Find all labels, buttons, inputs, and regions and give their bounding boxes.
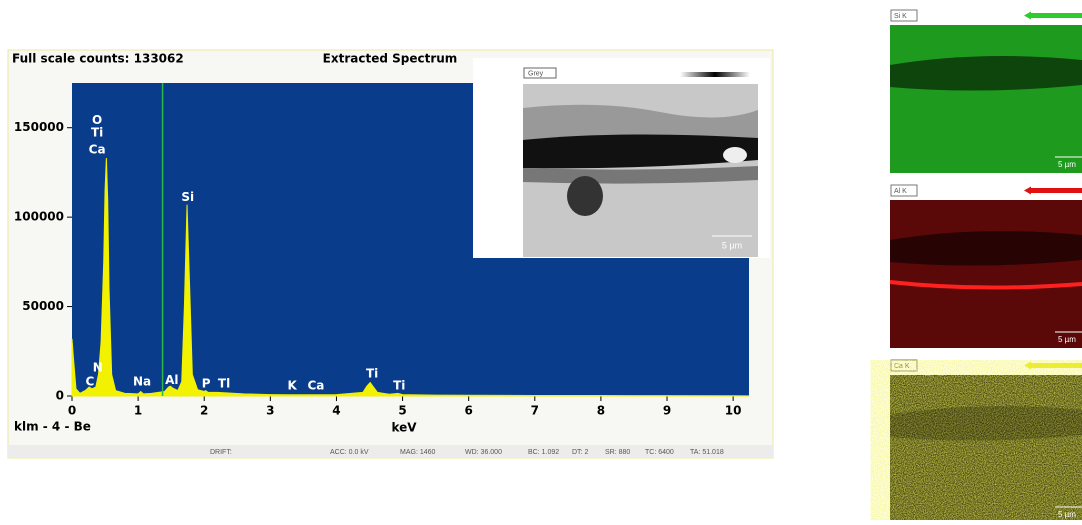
map-noise	[890, 375, 1082, 520]
peak-label: Al	[165, 373, 178, 387]
peak-label: Ca	[89, 142, 106, 156]
element-map: Si K 5 µm	[890, 10, 1082, 173]
y-tick-label: 100000	[14, 210, 64, 224]
footer-field: SR: 880	[605, 449, 630, 456]
footer-field: DT: 2	[572, 449, 588, 456]
footer-field: BC: 1.092	[528, 449, 559, 456]
chart-title: Extracted Spectrum	[323, 52, 458, 66]
detector-label: klm - 4 - Be	[14, 420, 91, 434]
peak-label: K	[288, 378, 298, 392]
peak-label: Ca	[308, 378, 325, 392]
map-scale: 5 µm	[1058, 160, 1076, 169]
peak-label: Ti	[366, 366, 378, 380]
x-tick-label: 9	[663, 404, 671, 418]
dark-band	[890, 406, 1082, 441]
footer-field: ACC: 0.0 kV	[330, 449, 369, 456]
gray-scale-bar	[680, 72, 750, 77]
screen: Full scale counts: 133062 Extracted Spec…	[0, 0, 1082, 520]
inset-label: Grey	[528, 70, 544, 77]
x-tick-label: 0	[68, 404, 76, 418]
footer-field: WD: 36.000	[465, 449, 502, 456]
peak-label: Tl	[218, 377, 230, 391]
x-tick-label: 6	[465, 404, 473, 418]
x-tick-label: 3	[266, 404, 274, 418]
dark-band	[890, 231, 1082, 266]
color-bar	[1030, 188, 1082, 193]
element-map: Al K 5 µm	[890, 185, 1082, 348]
particle	[723, 147, 747, 163]
map-scale: 5 µm	[1058, 335, 1076, 344]
color-bar-arrow	[1024, 12, 1031, 20]
element-map: Ca K 5 µm	[890, 360, 1082, 520]
x-tick-label: 4	[332, 404, 340, 418]
map-image	[890, 25, 1082, 173]
map-image	[890, 200, 1082, 348]
inset-scale: 5 µm	[722, 240, 742, 250]
map-label: Si K	[894, 13, 907, 20]
x-tick-label: 2	[200, 404, 208, 418]
peak-label: Ti	[393, 378, 405, 392]
map-label: Ca K	[894, 363, 910, 370]
footer-field: MAG: 1460	[400, 449, 436, 456]
color-bar-arrow	[1024, 187, 1031, 195]
x-tick-label: 1	[134, 404, 142, 418]
peak-label: N	[93, 360, 103, 374]
x-tick-label: 10	[725, 404, 742, 418]
footer-field: DRIFT:	[210, 449, 232, 456]
peak-label: C	[85, 374, 94, 388]
peak-label: Ti	[91, 126, 103, 140]
y-tick-label: 0	[56, 389, 64, 403]
color-bar	[1030, 13, 1082, 18]
x-tick-label: 7	[531, 404, 539, 418]
peak-label: P	[202, 377, 211, 391]
counts-label: Full scale counts: 133062	[12, 52, 184, 66]
footer-field: TA: 51.018	[690, 449, 724, 456]
pore	[567, 176, 603, 216]
x-axis-label: keV	[391, 421, 417, 435]
peak-label: Na	[133, 374, 151, 388]
y-tick-label: 50000	[22, 299, 64, 313]
dark-band	[890, 56, 1082, 91]
map-scale: 5 µm	[1058, 510, 1076, 519]
color-bar	[1030, 363, 1082, 368]
x-tick-label: 5	[398, 404, 406, 418]
color-bar-arrow	[1024, 362, 1031, 370]
footer-field: TC: 6400	[645, 449, 674, 456]
inset: Grey 5 µm	[473, 58, 770, 258]
peak-label: Si	[181, 190, 194, 204]
map-label: Al K	[894, 188, 907, 195]
y-tick-label: 150000	[14, 120, 64, 134]
x-tick-label: 8	[597, 404, 605, 418]
